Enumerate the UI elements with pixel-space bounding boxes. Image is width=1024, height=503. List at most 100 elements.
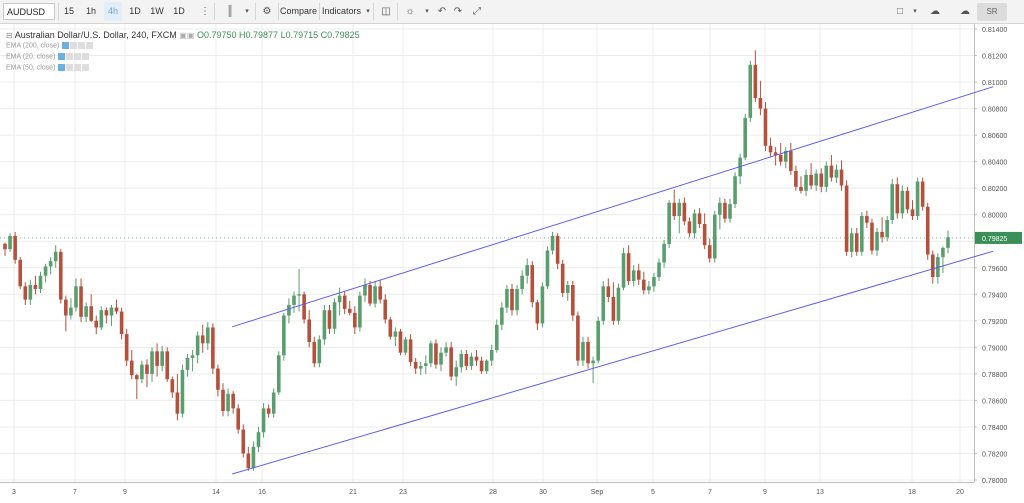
candle-body: [768, 145, 773, 153]
cloud-upload-icon[interactable]: ☁: [930, 6, 940, 17]
interval-1d-button[interactable]: 1D: [129, 6, 141, 16]
candle-body: [378, 286, 382, 300]
symbol-input[interactable]: AUDUSD: [3, 3, 55, 20]
layout-square-icon[interactable]: □: [896, 6, 904, 17]
cloud-download-icon[interactable]: ☁: [960, 6, 970, 17]
toolbar-divider: [397, 3, 398, 20]
indicators-button[interactable]: Indicators: [322, 6, 362, 16]
candle-body: [464, 353, 469, 366]
candle-body: [494, 324, 499, 351]
interval-1d-alt-button[interactable]: 1D: [173, 6, 185, 16]
candle-body: [444, 347, 448, 353]
candle-body: [636, 270, 641, 280]
candle-body: [418, 365, 423, 369]
more-icon[interactable]: [82, 64, 90, 71]
candle-body: [94, 320, 99, 328]
redo-icon[interactable]: ↷: [453, 6, 463, 17]
candle-body: [571, 285, 575, 316]
interval-1w-button[interactable]: 1W: [150, 6, 164, 16]
alert-dropdown-icon[interactable]: ▾: [425, 8, 429, 15]
candle-body: [809, 174, 813, 186]
x-tick-label: 9: [763, 489, 767, 496]
candle-body: [611, 296, 616, 321]
candle-body: [424, 363, 428, 366]
templates-icon[interactable]: ◫: [381, 6, 391, 17]
close-icon[interactable]: [78, 42, 86, 49]
sr-button[interactable]: SR: [977, 3, 1007, 21]
candle-body: [839, 169, 844, 186]
eye-icon[interactable]: [58, 64, 66, 71]
x-tick-label: 16: [258, 489, 266, 496]
price-chart[interactable]: 0.81400 0.81200 0.81000 0.80800 0.80600 0.804…: [0, 24, 1024, 503]
settings-icon[interactable]: [70, 42, 78, 49]
toolbar-divider: [319, 3, 320, 20]
candle-body: [368, 285, 372, 304]
candle-body: [794, 170, 798, 187]
indicator-label: EMA (50, close): [6, 64, 56, 72]
candle-body: [251, 446, 256, 469]
y-tick-label: 0.79400: [982, 292, 1007, 299]
candle-body: [702, 223, 707, 246]
y-tick-label: 0.80400: [982, 160, 1007, 167]
toolbar-divider: [214, 3, 215, 20]
candle-body: [880, 231, 884, 238]
candle-body: [905, 190, 910, 210]
candle-body: [195, 335, 200, 356]
settings-icon[interactable]: [66, 64, 74, 71]
candle-body: [591, 360, 595, 364]
eye-icon[interactable]: [58, 53, 66, 60]
chart-type-dropdown-icon[interactable]: ▾: [245, 8, 249, 15]
x-tick-label: 5: [651, 489, 655, 496]
indicator-ema-50[interactable]: EMA (50, close): [6, 64, 90, 72]
compare-button[interactable]: Compare: [280, 6, 318, 16]
x-tick-label: 20: [956, 489, 964, 496]
close-icon[interactable]: [74, 64, 82, 71]
candle-body: [119, 311, 124, 335]
more-icon[interactable]: [82, 53, 90, 60]
indicator-ema-20[interactable]: EMA (20, close): [6, 53, 90, 60]
candle-body: [642, 279, 646, 291]
interval-4h-button[interactable]: 4h: [104, 2, 122, 21]
candle-body: [317, 339, 322, 364]
candle-body: [606, 286, 611, 297]
x-tick-label: 18: [908, 489, 916, 496]
fullscreen-icon[interactable]: ⤢: [473, 6, 481, 17]
last-price-badge: [975, 231, 1022, 244]
settings-icon[interactable]: [66, 53, 74, 60]
x-tick-label: 28: [489, 489, 497, 496]
candle-body: [723, 202, 727, 219]
candle-body: [743, 117, 748, 158]
x-tick-label: Sep: [591, 489, 604, 496]
interval-15-button[interactable]: 15: [63, 6, 74, 16]
candle-body: [647, 286, 651, 291]
indicators-dropdown-icon[interactable]: ▾: [366, 8, 370, 15]
undo-icon[interactable]: ↶: [437, 6, 447, 17]
eye-icon[interactable]: [62, 42, 70, 49]
y-tick-label: 0.79200: [982, 319, 1007, 326]
candle-body: [99, 310, 104, 328]
candle-body: [834, 169, 839, 178]
candle-body: [150, 351, 154, 374]
candle-body: [474, 356, 479, 361]
candle-body: [576, 315, 580, 361]
candle-body: [520, 275, 524, 289]
interval-1h-button[interactable]: 1h: [85, 6, 96, 16]
more-intervals-icon[interactable]: ⋮: [200, 6, 210, 17]
alert-lightbulb-icon[interactable]: ☼: [405, 6, 415, 17]
candle-body: [190, 355, 195, 358]
x-tick-label: 3: [12, 489, 16, 496]
layout-dropdown-icon[interactable]: ▾: [913, 8, 917, 15]
candle-body: [165, 351, 170, 380]
more-icon[interactable]: [86, 42, 94, 49]
legend-settings-icon[interactable]: ▣▣: [179, 31, 195, 40]
indicator-ema-200[interactable]: EMA (200, close): [6, 42, 94, 49]
candle-body: [216, 368, 220, 390]
close-icon[interactable]: [74, 53, 82, 60]
candles-icon[interactable]: ║: [226, 6, 234, 17]
gear-icon[interactable]: ⚙: [262, 6, 272, 17]
candle-body: [870, 222, 874, 251]
candle-body: [221, 389, 225, 412]
collapse-icon[interactable]: ⊟: [6, 31, 13, 40]
candle-body: [38, 275, 43, 289]
candle-body: [687, 221, 692, 234]
